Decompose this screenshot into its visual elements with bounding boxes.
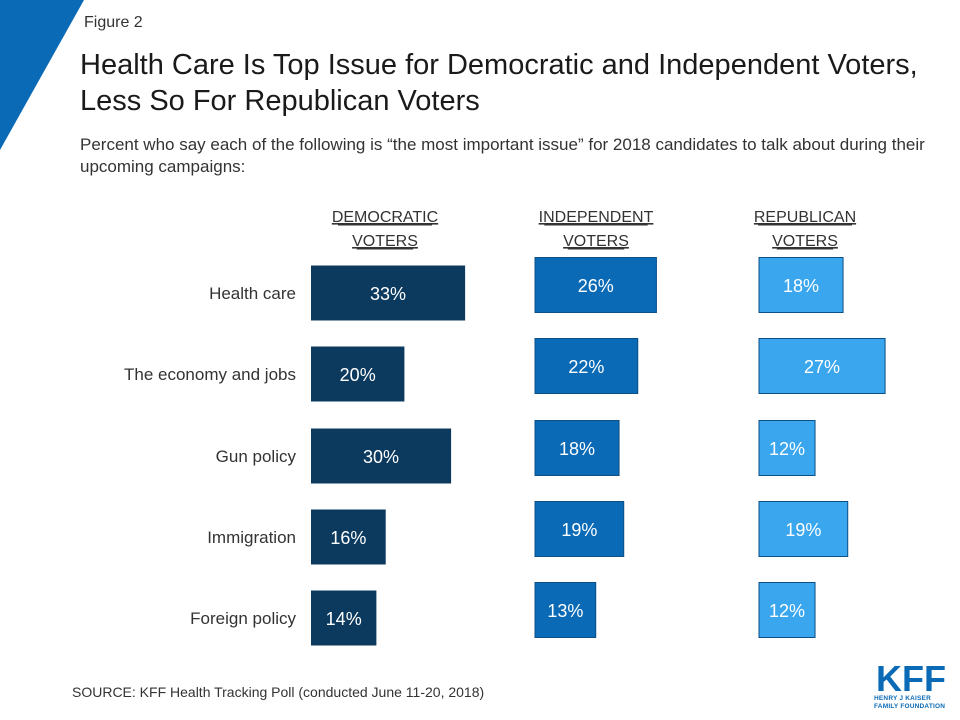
bar xyxy=(758,338,886,394)
series-header-line: REPUBLICAN xyxy=(754,209,856,226)
bar-value-label: 27% xyxy=(804,357,840,377)
bar xyxy=(758,420,816,476)
category-label: Health care xyxy=(209,284,296,303)
bar xyxy=(311,428,452,484)
bar xyxy=(311,590,377,646)
bar xyxy=(534,501,625,557)
bar xyxy=(758,257,844,313)
bar-value-label: 20% xyxy=(340,365,376,385)
corner-triangle xyxy=(0,0,84,150)
category-label: Immigration xyxy=(207,528,296,547)
series-header-line: INDEPENDENT xyxy=(539,209,654,226)
bar xyxy=(311,265,466,321)
category-label: Gun policy xyxy=(216,447,297,466)
bar xyxy=(534,257,657,313)
chart-title: Health Care Is Top Issue for Democratic … xyxy=(80,49,918,117)
category-label: Foreign policy xyxy=(190,609,296,628)
bar xyxy=(534,582,597,638)
bar-value-label: 19% xyxy=(785,520,821,540)
series-header-line: VOTERS xyxy=(563,233,629,250)
bar-value-label: 22% xyxy=(568,357,604,377)
kff-logo-mark: KFF xyxy=(876,661,946,695)
logo-text-line-2: FAMILY FOUNDATION xyxy=(874,703,946,710)
series-header-line: VOTERS xyxy=(352,233,418,250)
series-header-line: DEMOCRATIC xyxy=(332,209,438,226)
bar xyxy=(534,338,639,394)
bar-value-label: 30% xyxy=(363,447,399,467)
chart-subtitle: Percent who say each of the following is… xyxy=(80,135,925,176)
bar-value-label: 16% xyxy=(330,528,366,548)
bar xyxy=(534,420,620,476)
logo-text-line-1: HENRY J KAISER xyxy=(874,695,931,702)
figure-label: Figure 2 xyxy=(84,14,143,31)
source-note: SOURCE: KFF Health Tracking Poll (conduc… xyxy=(72,684,485,700)
bar xyxy=(758,501,849,557)
corner-accent-shape xyxy=(0,0,84,150)
bar-value-label: 12% xyxy=(769,439,805,459)
bar-value-label: 33% xyxy=(370,284,406,304)
bar-value-label: 18% xyxy=(559,439,595,459)
bar-value-label: 13% xyxy=(547,601,583,621)
bar-value-label: 26% xyxy=(578,276,614,296)
bar xyxy=(311,346,405,402)
kff-logo: KFF HENRY J KAISER FAMILY FOUNDATION xyxy=(874,661,950,711)
bar-value-label: 12% xyxy=(769,601,805,621)
series-header-line: VOTERS xyxy=(772,233,838,250)
bar-value-label: 19% xyxy=(561,520,597,540)
bar-value-label: 14% xyxy=(326,609,362,629)
bar-value-label: 18% xyxy=(783,276,819,296)
bar xyxy=(311,509,386,565)
bar xyxy=(758,582,816,638)
svg-text:KFF: KFF xyxy=(876,661,946,695)
category-label: The economy and jobs xyxy=(124,365,296,384)
